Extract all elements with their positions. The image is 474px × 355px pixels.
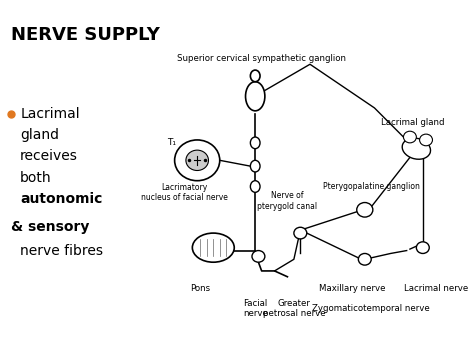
Ellipse shape <box>250 137 260 149</box>
Text: gland: gland <box>20 128 59 142</box>
Text: Lacrimatory
nucleus of facial nerve: Lacrimatory nucleus of facial nerve <box>141 182 228 202</box>
Circle shape <box>186 150 209 170</box>
Text: receives: receives <box>20 149 78 163</box>
Text: Zygomaticotemporal nerve: Zygomaticotemporal nerve <box>312 304 430 313</box>
Text: Pons: Pons <box>191 284 210 293</box>
Circle shape <box>357 202 373 217</box>
Circle shape <box>416 242 429 253</box>
Text: both: both <box>20 170 52 185</box>
Ellipse shape <box>250 181 260 192</box>
Text: autonomic: autonomic <box>20 192 102 206</box>
Text: Superior cervical sympathetic ganglion: Superior cervical sympathetic ganglion <box>177 54 346 63</box>
Text: Lacrimal: Lacrimal <box>20 107 80 121</box>
Text: Greater
petrosaI nerve: Greater petrosaI nerve <box>263 299 325 318</box>
Circle shape <box>358 253 371 265</box>
Text: Facial
nerve: Facial nerve <box>243 299 268 318</box>
Text: nerve fibres: nerve fibres <box>20 245 103 258</box>
Text: Maxillary nerve: Maxillary nerve <box>319 284 385 293</box>
Text: Pterygopalatine ganglion: Pterygopalatine ganglion <box>323 182 419 191</box>
Text: Lacrimal nerve: Lacrimal nerve <box>403 284 468 293</box>
Ellipse shape <box>402 138 430 159</box>
Circle shape <box>252 251 265 262</box>
Text: Lacrimal gland: Lacrimal gland <box>382 118 445 127</box>
Circle shape <box>419 134 432 146</box>
Text: & sensory: & sensory <box>11 220 89 234</box>
Ellipse shape <box>246 82 265 111</box>
Ellipse shape <box>250 70 260 82</box>
Ellipse shape <box>192 233 234 262</box>
Ellipse shape <box>250 160 260 172</box>
Text: T₁: T₁ <box>167 138 176 147</box>
Circle shape <box>403 131 416 143</box>
Circle shape <box>174 140 220 181</box>
Circle shape <box>294 227 307 239</box>
Text: Nerve of
pterygold canal: Nerve of pterygold canal <box>257 191 318 211</box>
Text: NERVE SUPPLY: NERVE SUPPLY <box>11 26 160 44</box>
